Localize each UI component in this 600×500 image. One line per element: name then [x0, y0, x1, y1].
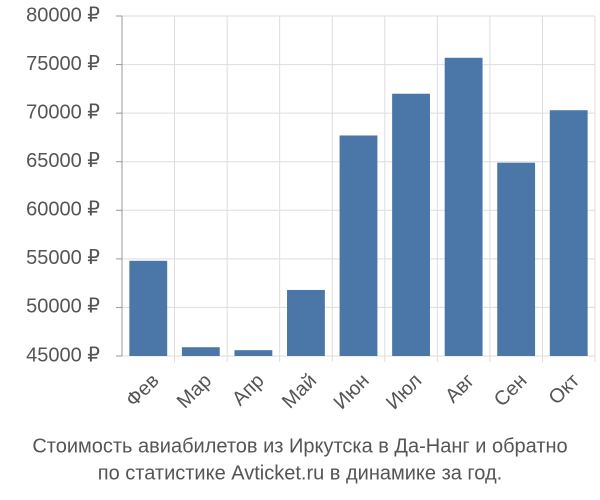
y-tick-label: 80000 ₽	[26, 4, 100, 26]
chart-title: Стоимость авиабилетов из Иркутска в Да-Н…	[32, 435, 567, 457]
y-tick-label: 45000 ₽	[26, 344, 100, 366]
y-tick-label: 65000 ₽	[26, 150, 100, 172]
bar	[339, 135, 378, 356]
y-tick-label: 70000 ₽	[26, 101, 100, 123]
x-tick-label: Мар	[173, 370, 216, 413]
x-tick-label: Сен	[490, 370, 531, 411]
bar	[497, 162, 536, 356]
bar	[129, 260, 168, 356]
x-tick-label: Июн	[330, 370, 374, 414]
bar	[549, 110, 588, 356]
y-tick-label: 50000 ₽	[26, 296, 100, 318]
bar	[234, 350, 273, 356]
bar	[392, 93, 430, 356]
y-tick-label: 75000 ₽	[26, 53, 100, 75]
x-tick-label: Авг	[441, 370, 479, 408]
y-tick-label: 60000 ₽	[26, 199, 100, 221]
bar	[181, 347, 220, 356]
x-tick-label: Апр	[228, 370, 269, 411]
x-tick-label: Июл	[382, 370, 426, 414]
x-tick-label: Фев	[122, 370, 164, 412]
x-tick-label: Окт	[545, 370, 584, 409]
y-tick-label: 55000 ₽	[26, 247, 100, 269]
chart-subtitle: по статистике Avticket.ru в динамике за …	[98, 462, 502, 484]
bar	[444, 57, 483, 357]
x-tick-label: Май	[278, 370, 321, 413]
bar	[287, 289, 325, 356]
